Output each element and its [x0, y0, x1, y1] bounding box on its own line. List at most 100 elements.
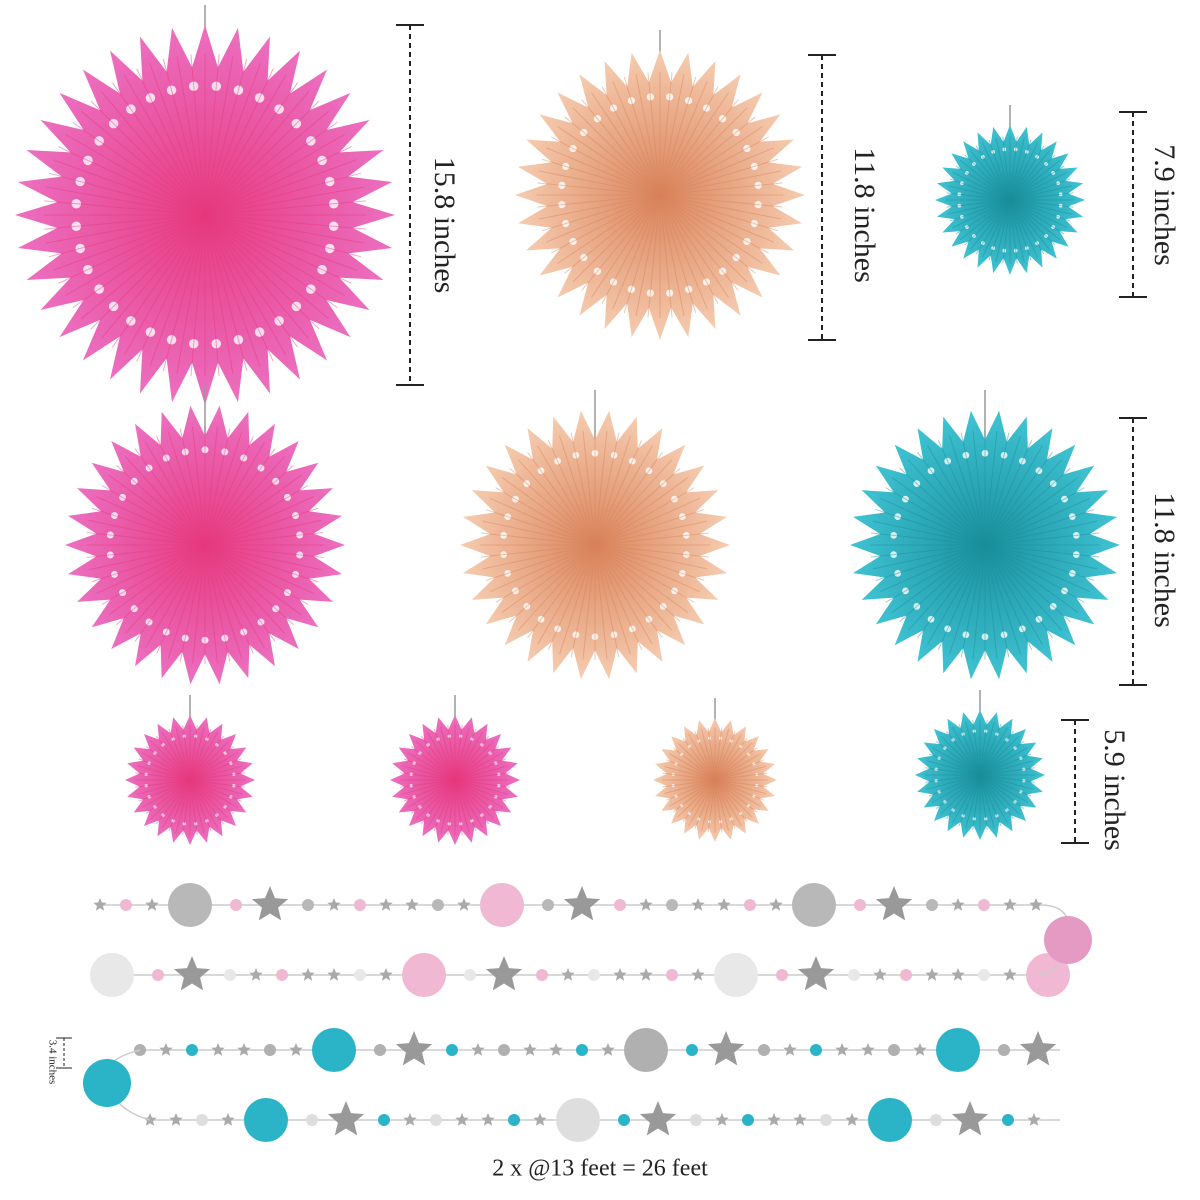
fan-body	[125, 715, 255, 845]
fan-fold	[1009, 199, 1051, 251]
fan-hole	[718, 115, 727, 123]
fan-hole	[182, 734, 186, 738]
fan-fold	[204, 214, 299, 348]
fan-fold	[635, 74, 661, 196]
fan-fold	[581, 99, 661, 196]
fan-fold	[440, 779, 456, 834]
fan-fold	[96, 496, 206, 546]
fan-hole	[240, 628, 248, 636]
fan-hole	[666, 289, 674, 297]
garland-dot	[196, 1114, 208, 1126]
fan-fold	[204, 448, 276, 546]
garland-dot	[576, 1044, 588, 1056]
fan-fold	[204, 544, 314, 594]
fan-fold	[204, 214, 234, 375]
garland-dot	[378, 1114, 390, 1126]
fan-hole	[743, 144, 751, 153]
fan-body	[460, 410, 730, 680]
garland-dot	[888, 1044, 900, 1056]
fan-fold	[101, 544, 206, 605]
fan-fold	[659, 92, 729, 196]
fan-fold	[179, 544, 206, 662]
garland-tiny-star	[403, 1113, 417, 1126]
fan-hole	[1072, 551, 1080, 558]
fan-hole	[274, 316, 284, 326]
fan-hole	[646, 289, 654, 297]
fan-hole	[957, 192, 962, 197]
garland-tiny-star	[561, 968, 575, 981]
fan-hole	[972, 729, 976, 733]
fan-fold	[891, 544, 986, 613]
fan-hole	[980, 241, 985, 246]
fan-hole	[591, 449, 599, 457]
fan-fold	[480, 544, 596, 558]
fan-fold	[204, 426, 218, 546]
caption: 2 x @13 feet = 26 feet	[492, 1156, 708, 1182]
fan-fold	[537, 445, 596, 546]
fan-hole	[678, 513, 686, 521]
fan-fold	[972, 720, 981, 776]
fan-fold	[960, 432, 986, 546]
fan-fold	[176, 55, 206, 216]
fan-fold	[885, 544, 986, 603]
fan-hole	[130, 477, 138, 485]
fan-fold	[917, 544, 986, 639]
fan-hole	[944, 625, 952, 633]
garland-tiny-star	[767, 1113, 781, 1126]
fan-hole	[732, 128, 740, 137]
fan-hole	[937, 756, 941, 760]
fan-fold	[879, 544, 986, 593]
fan-hole	[961, 814, 965, 818]
dimension-label: 7.9 inches	[1148, 144, 1181, 266]
fan-fold	[926, 774, 981, 790]
fan-fold	[1009, 149, 1051, 201]
fan-fold	[204, 214, 261, 367]
fan-hole	[1022, 779, 1026, 783]
fan-fold	[663, 765, 716, 781]
garland-star	[173, 956, 211, 991]
garland-dot	[926, 899, 938, 911]
fan-hole	[166, 335, 177, 345]
fan-hole	[746, 804, 750, 808]
garland-tiny-star	[379, 968, 393, 981]
garland-dot	[430, 1114, 442, 1126]
fan-fold	[601, 194, 661, 304]
garland-tiny-star	[1029, 898, 1043, 911]
fan-hole	[153, 751, 157, 755]
fan-hole	[110, 570, 118, 578]
fan-fold	[454, 765, 509, 781]
fan-hole	[687, 811, 691, 815]
garland-tiny-star	[715, 1113, 729, 1126]
fan-hole	[1000, 451, 1008, 459]
fan-fold	[403, 779, 456, 802]
fan-fold	[454, 779, 507, 802]
fan-hole	[964, 170, 969, 175]
fan-hole	[1058, 192, 1063, 197]
garland-tiny-star	[613, 968, 627, 981]
garland-tiny-star	[951, 968, 965, 981]
fan-fold	[949, 435, 986, 546]
fan-fold	[984, 544, 1071, 623]
fan-fold	[984, 430, 998, 546]
fan-fold	[594, 509, 705, 546]
fan-fold	[547, 439, 596, 546]
fan-fold	[594, 544, 710, 558]
fan-hole	[254, 327, 265, 337]
fan-fold	[659, 194, 781, 220]
fan-fold	[635, 194, 661, 316]
fan-fold	[495, 544, 596, 603]
fan-fold	[594, 487, 695, 546]
fan-fold	[136, 779, 191, 795]
fan-fold	[204, 54, 220, 216]
garland-dot	[854, 899, 866, 911]
fan-fold	[594, 459, 673, 546]
fan-fold	[945, 774, 981, 820]
fan-fold	[972, 774, 981, 830]
dimension-label: 15.8 inches	[428, 157, 461, 294]
dimension-label: 11.8 inches	[1148, 492, 1181, 628]
garland-tiny-star	[249, 968, 263, 981]
fan-fold	[204, 441, 265, 546]
fan-fold	[969, 149, 1011, 201]
fan-hole	[1000, 631, 1008, 639]
fan-hole	[743, 237, 751, 246]
